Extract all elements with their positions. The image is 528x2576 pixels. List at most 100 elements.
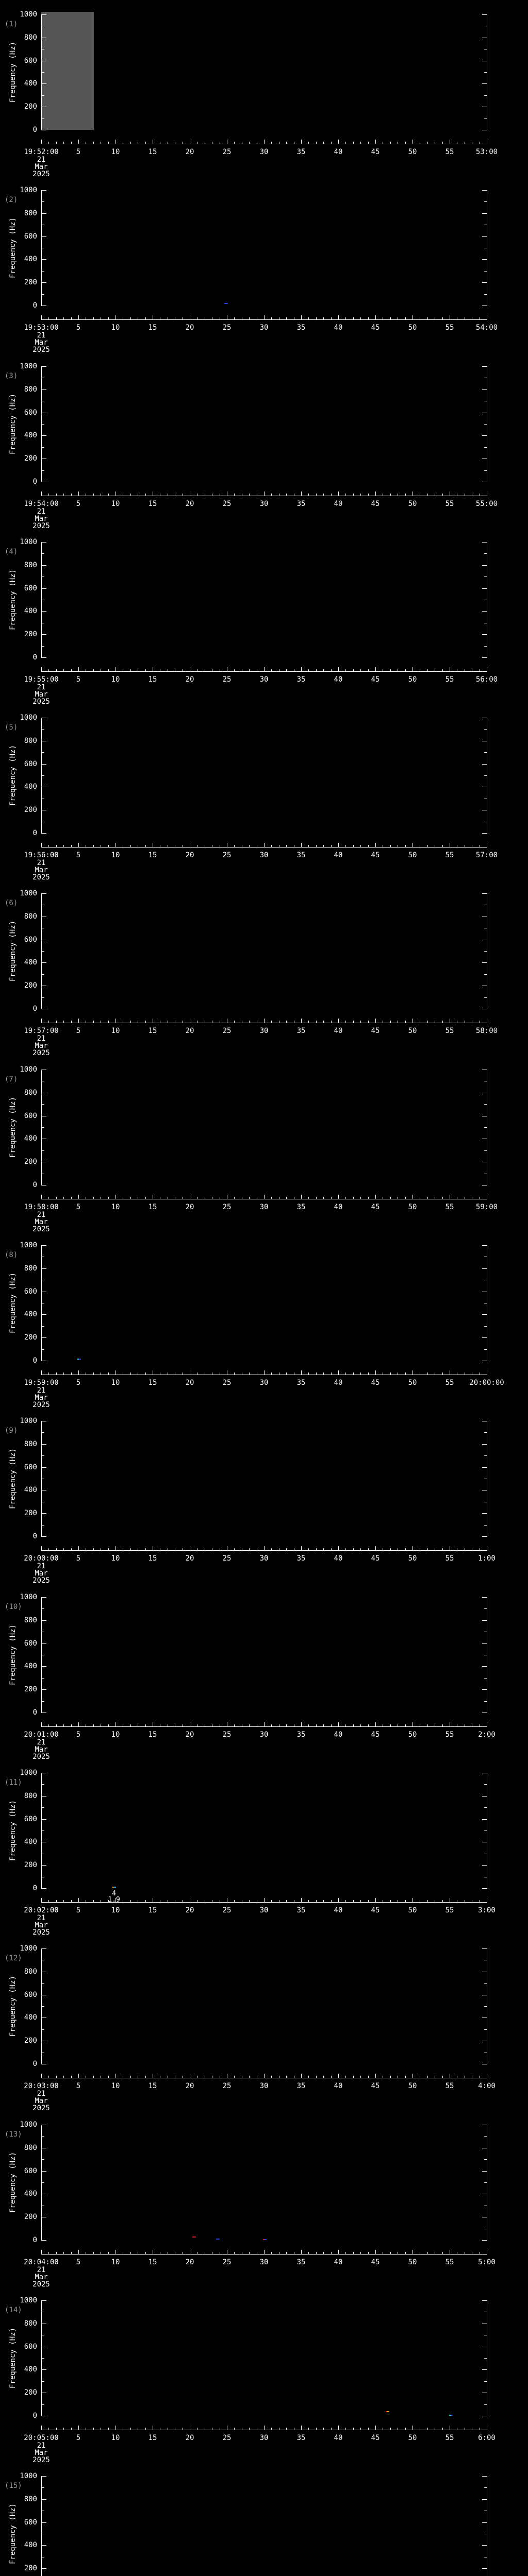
y-tick <box>482 1245 487 1246</box>
y-tick-label: 1000 <box>20 2296 37 2304</box>
x-tick-label: 55 <box>445 148 454 156</box>
y-axis-line-left <box>41 718 42 834</box>
date-line: 2025 <box>32 1049 50 1057</box>
x-tick <box>427 2076 428 2078</box>
x-tick <box>234 2428 235 2430</box>
x-tick <box>108 1548 109 1550</box>
x-tick <box>405 2252 406 2254</box>
x-tick <box>427 494 428 496</box>
x-tick-label: 55 <box>445 1906 454 1914</box>
x-tick-label: 15 <box>148 1379 157 1387</box>
x-tick <box>56 845 57 847</box>
x-tick <box>48 142 50 144</box>
x-tick <box>316 142 317 144</box>
x-start-time-label: 19:56:00 <box>24 851 59 859</box>
x-tick <box>360 1548 361 1550</box>
x-tick <box>390 1548 391 1550</box>
y-tick <box>42 1819 46 1820</box>
x-tick <box>71 1197 72 1199</box>
x-tick <box>323 1900 324 1902</box>
y-tick-label: 0 <box>32 1357 37 1365</box>
x-tick <box>71 1548 72 1550</box>
y-tick-label: 600 <box>24 1287 37 1296</box>
x-tick-label: 55 <box>445 2258 454 2266</box>
detection-mark <box>449 2415 451 2416</box>
date-line: 2025 <box>32 1753 50 1761</box>
x-tick-label: 30 <box>259 1554 269 1563</box>
x-tick <box>264 140 265 144</box>
detection-note: 1.9 <box>108 1896 120 1904</box>
y-tick <box>484 1349 487 1350</box>
x-tick <box>130 1372 131 1375</box>
x-tick <box>286 1197 287 1199</box>
y-tick-label: 600 <box>24 935 37 944</box>
x-tick <box>345 1372 346 1375</box>
y-tick-label: 600 <box>24 2518 37 2527</box>
x-tick <box>78 492 79 496</box>
x-tick-label: 25 <box>222 675 232 684</box>
x-tick <box>145 845 146 847</box>
y-tick <box>482 2568 487 2569</box>
y-tick-label: 200 <box>24 2213 37 2222</box>
x-tick <box>316 1724 317 1726</box>
x-tick-label: 55 <box>445 500 454 508</box>
x-start-time-label: 20:00:00 <box>24 1554 59 1563</box>
x-tick-label: 20 <box>185 2082 194 2090</box>
x-tick <box>338 2426 339 2430</box>
y-tick-label: 1000 <box>20 1065 37 1074</box>
x-tick <box>48 1724 50 1726</box>
x-tick <box>442 1724 443 1726</box>
x-tick-label: 30 <box>259 1379 269 1387</box>
x-axis-line <box>41 671 487 672</box>
y-tick-label: 400 <box>24 1486 37 1495</box>
panel-index-label: (5) <box>5 723 18 732</box>
y-tick <box>42 1268 46 1269</box>
y-axis-title: Frequency (Hz) <box>9 2151 17 2213</box>
x-tick-label: 50 <box>408 148 417 156</box>
x-tick <box>360 1021 361 1023</box>
x-tick <box>71 1724 72 1726</box>
x-tick <box>353 1372 354 1375</box>
x-tick <box>71 2428 72 2430</box>
x-tick <box>56 2252 57 2254</box>
y-tick <box>482 1513 487 1514</box>
x-tick-label: 35 <box>296 2082 306 2090</box>
x-tick-label: 5 <box>76 675 81 684</box>
x-tick-label: 40 <box>334 2434 343 2442</box>
x-tick <box>71 1900 72 1902</box>
x-tick <box>390 1021 391 1023</box>
y-tick <box>42 2171 46 2172</box>
x-tick <box>375 843 376 847</box>
date-line: 21 <box>37 2090 46 2098</box>
x-tick <box>286 494 287 496</box>
x-tick <box>412 1019 413 1023</box>
spectrogram-panel: (12) Frequency (Hz) 0 200 400 600 800 1000 20:03… <box>0 1934 528 2112</box>
x-tick <box>353 669 354 671</box>
y-tick <box>42 2029 44 2030</box>
x-tick-label: 25 <box>222 2434 232 2442</box>
x-end-time-label: 55:00 <box>475 500 498 508</box>
y-tick-label: 1000 <box>20 889 37 897</box>
y-tick <box>482 2240 487 2241</box>
x-start-time-label: 20:05:00 <box>24 2434 59 2442</box>
x-tick-label: 20 <box>185 675 194 684</box>
x-tick <box>427 1372 428 1375</box>
x-tick <box>286 2252 287 2254</box>
y-tick-label: 1000 <box>20 362 37 370</box>
y-tick-label: 0 <box>32 1181 37 1189</box>
x-tick-label: 45 <box>371 1906 380 1914</box>
x-tick-label: 10 <box>111 500 120 508</box>
y-tick-label: 1000 <box>20 1241 37 1249</box>
y-tick <box>42 1888 46 1889</box>
x-tick-label: 20 <box>185 1379 194 1387</box>
x-tick-label: 35 <box>296 2434 306 2442</box>
x-tick <box>145 1372 146 1375</box>
y-tick <box>482 236 487 237</box>
date-line: 2025 <box>32 170 50 178</box>
x-tick <box>130 317 131 319</box>
x-tick <box>308 2076 309 2078</box>
x-tick <box>338 1370 339 1375</box>
y-tick-label: 0 <box>32 653 37 662</box>
y-tick <box>42 2240 46 2241</box>
x-tick-label: 20 <box>185 1906 194 1914</box>
